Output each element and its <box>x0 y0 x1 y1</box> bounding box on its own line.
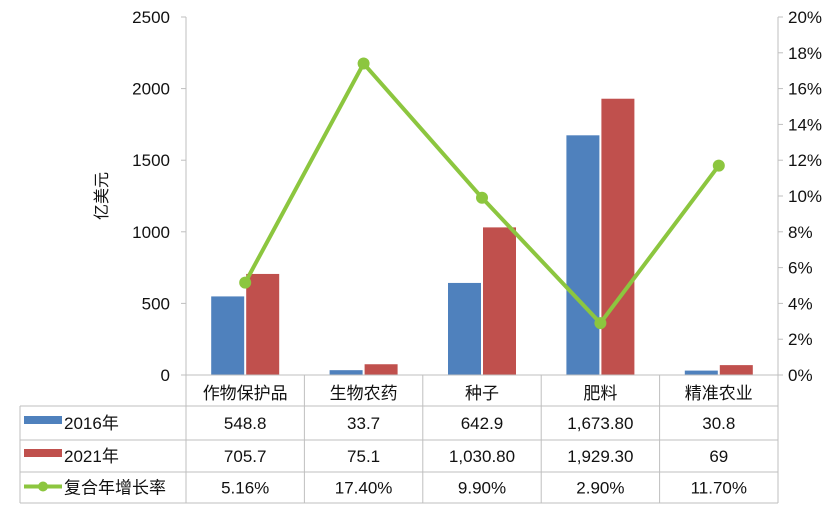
right-tick-label: 18% <box>788 44 822 63</box>
bar-2016 <box>448 282 481 375</box>
table-cell: 75.1 <box>347 447 380 466</box>
table-cell: 17.40% <box>335 479 393 498</box>
right-tick-label: 14% <box>788 115 822 134</box>
table-cell: 1,030.80 <box>449 447 515 466</box>
category-label: 种子 <box>465 384 499 403</box>
category-label: 肥料 <box>583 384 617 403</box>
right-tick-label: 4% <box>788 294 813 313</box>
legend-label: 2021年 <box>64 447 119 466</box>
legend-key-cagr-marker <box>38 481 48 492</box>
table-cell: 642.9 <box>461 414 504 433</box>
left-tick-label: 1000 <box>132 223 170 242</box>
cagr-point <box>357 57 370 70</box>
table-cell: 9.90% <box>458 479 506 498</box>
right-tick-label: 12% <box>788 151 822 170</box>
left-tick-label: 0 <box>161 366 170 385</box>
legend-key-2021 <box>24 449 62 457</box>
cagr-point <box>594 317 607 330</box>
category-label: 生物农药 <box>330 384 398 403</box>
table-cell: 69 <box>709 447 728 466</box>
cagr-point <box>476 191 488 204</box>
bar-2021 <box>719 365 753 375</box>
table-cell: 30.8 <box>702 414 735 433</box>
table-cell: 1,929.30 <box>567 447 633 466</box>
right-tick-label: 6% <box>788 259 813 278</box>
bar-2021 <box>246 273 280 375</box>
right-tick-label: 20% <box>788 8 822 27</box>
right-tick-label: 0% <box>788 366 813 385</box>
table-cell: 2.90% <box>576 479 624 498</box>
legend-label: 2016年 <box>64 414 119 433</box>
bar-2016 <box>684 370 718 375</box>
bar-2021 <box>601 98 635 375</box>
bar-2016 <box>211 296 245 375</box>
bar-2021 <box>364 364 398 375</box>
left-tick-label: 500 <box>142 294 170 313</box>
table-cell: 1,673.80 <box>567 414 633 433</box>
table-cell: 548.8 <box>224 414 267 433</box>
bar-2016 <box>566 135 600 375</box>
right-tick-label: 10% <box>788 187 822 206</box>
y-axis-label: 亿美元 <box>93 172 111 220</box>
bar-2021 <box>483 227 516 375</box>
table-cell: 5.16% <box>221 479 269 498</box>
right-tick-label: 2% <box>788 330 813 349</box>
legend-key-2016 <box>24 416 62 424</box>
cagr-point <box>712 159 725 172</box>
left-tick-label: 1500 <box>132 151 170 170</box>
left-tick-label: 2500 <box>132 8 170 27</box>
legend-label: 复合年增长率 <box>64 479 166 498</box>
right-tick-label: 8% <box>788 223 813 242</box>
right-tick-label: 16% <box>788 80 822 99</box>
table-cell: 11.70% <box>691 479 747 498</box>
table-cell: 33.7 <box>347 414 380 433</box>
table-cell: 705.7 <box>224 447 267 466</box>
left-tick-label: 2000 <box>132 80 170 99</box>
bar-2016 <box>329 370 363 375</box>
category-label: 精准农业 <box>685 384 753 403</box>
cagr-point <box>239 276 252 289</box>
category-label: 作物保护品 <box>203 384 288 403</box>
